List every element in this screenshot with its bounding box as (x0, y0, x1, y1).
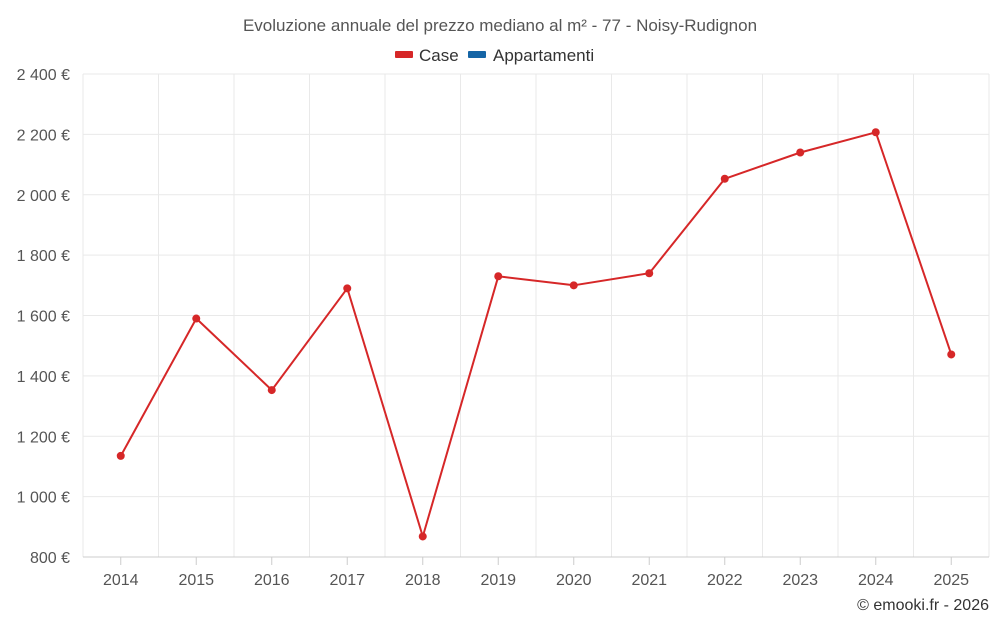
legend: Case Appartamenti (395, 46, 594, 65)
x-tick-label: 2018 (405, 572, 441, 589)
series-case (116, 128, 956, 541)
x-tick-label: 2024 (858, 572, 894, 589)
data-point-2019[interactable] (494, 272, 503, 281)
legend-item-case[interactable]: Case (395, 46, 459, 65)
data-point-2022[interactable] (720, 174, 729, 183)
axes: 800 € 1 000 € 1 200 € 1 400 € 1 600 € 1 800 €… (17, 67, 989, 589)
y-tick-label: 2 000 € (17, 188, 70, 205)
data-point-2014[interactable] (116, 451, 125, 460)
y-tick-label: 1 200 € (17, 429, 70, 446)
data-point-2017[interactable] (343, 284, 352, 293)
y-tick-label: 2 200 € (17, 127, 70, 144)
x-tick-label: 2025 (933, 572, 969, 589)
y-tick-label: 1 400 € (17, 369, 70, 386)
legend-swatch-appartamenti (468, 51, 486, 58)
credit-text: © emooki.fr - 2026 (857, 597, 989, 614)
data-point-2023[interactable] (796, 148, 805, 157)
legend-label-appartamenti: Appartamenti (493, 46, 594, 65)
data-point-2024[interactable] (871, 128, 880, 137)
y-tick-label: 1 000 € (17, 490, 70, 507)
data-point-2018[interactable] (418, 532, 427, 541)
x-tick-label: 2023 (782, 572, 818, 589)
data-point-2020[interactable] (569, 281, 578, 290)
x-tick-label: 2017 (329, 572, 365, 589)
data-point-2021[interactable] (645, 269, 654, 278)
y-tick-label: 1 600 € (17, 309, 70, 326)
x-tick-label: 2020 (556, 572, 592, 589)
data-point-2025[interactable] (947, 350, 956, 359)
legend-swatch-case (395, 51, 413, 58)
x-tick-label: 2016 (254, 572, 290, 589)
y-tick-label: 2 400 € (17, 67, 70, 84)
x-tick-label: 2022 (707, 572, 743, 589)
x-tick-label: 2019 (480, 572, 516, 589)
chart-title: Evoluzione annuale del prezzo mediano al… (243, 16, 757, 35)
legend-item-appartamenti[interactable]: Appartamenti (468, 46, 594, 65)
x-tick-label: 2021 (631, 572, 667, 589)
series-line-case (119, 131, 953, 538)
y-tick-label: 1 800 € (17, 248, 70, 265)
grid (82, 73, 990, 557)
legend-label-case: Case (419, 46, 459, 65)
x-tick-label: 2014 (103, 572, 139, 589)
x-tick-label: 2015 (178, 572, 214, 589)
y-tick-label: 800 € (30, 550, 70, 567)
data-point-2016[interactable] (267, 386, 276, 395)
data-point-2015[interactable] (192, 314, 201, 323)
